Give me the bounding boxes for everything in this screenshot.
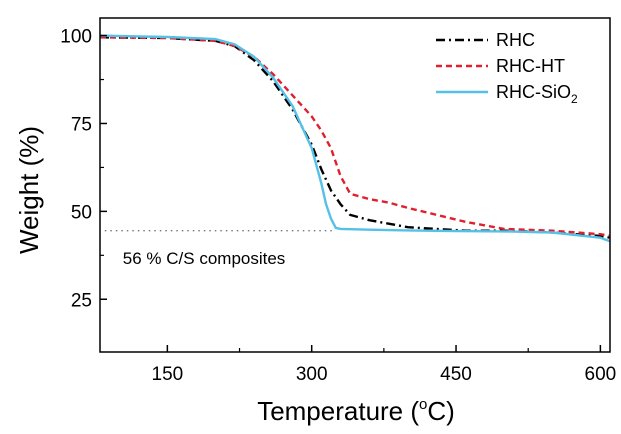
legend-label: RHC-SiO2 (496, 82, 578, 106)
x-axis-label: Temperature (oC) (257, 396, 455, 426)
annotation-text: 56 % C/S composites (123, 249, 286, 268)
x-axis-label-main: Temperature ( (257, 396, 419, 426)
x-tick-label: 600 (585, 364, 617, 385)
y-tick-label: 50 (71, 202, 92, 223)
series-line-rhc-sio2 (99, 34, 611, 243)
x-axis-label-end: C) (427, 396, 454, 426)
series-line-rhc (99, 36, 611, 239)
x-axis-label-sup: o (419, 396, 427, 413)
y-tick-label: 75 (71, 114, 92, 135)
legend-label: RHC (496, 30, 535, 50)
legend-label: RHC-HT (496, 56, 565, 76)
x-tick-label: 450 (440, 364, 472, 385)
axes: 150 300 450 600 25 50 75 100 (60, 17, 617, 385)
plot-area: 56 % C/S composites (99, 34, 611, 268)
y-tick-label: 100 (60, 27, 92, 48)
x-tick-label: 300 (296, 364, 328, 385)
x-tick-label: 150 (152, 364, 184, 385)
y-axis-label: Weight (%) (14, 126, 44, 254)
y-tick-label: 25 (71, 290, 92, 311)
plot-frame (99, 17, 611, 353)
legend: RHC RHC-HT RHC-SiO2 (436, 30, 578, 106)
